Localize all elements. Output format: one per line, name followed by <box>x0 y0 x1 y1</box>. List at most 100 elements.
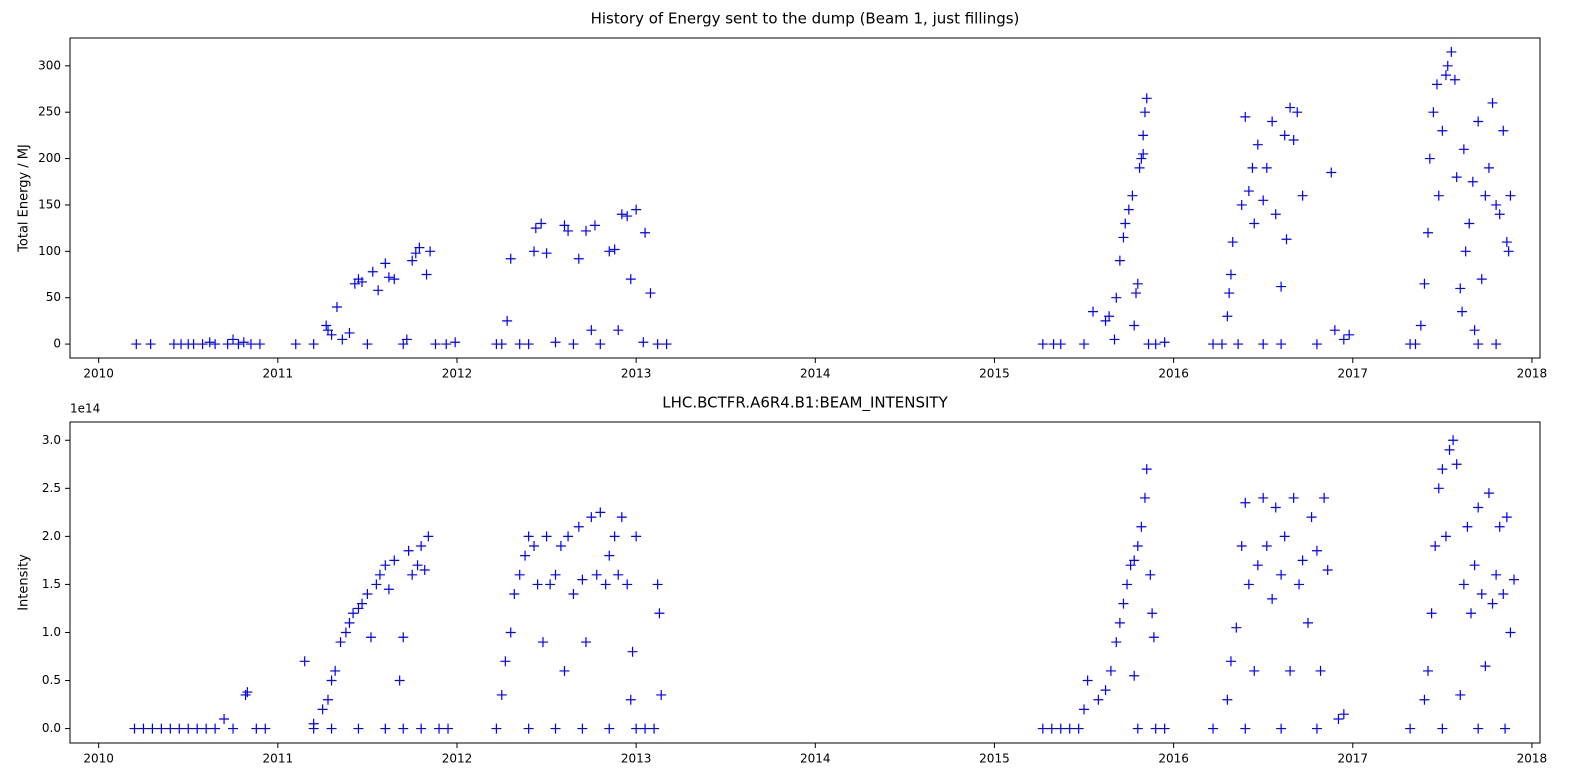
scatter-point <box>371 579 382 590</box>
scatter-point <box>421 269 432 280</box>
x-tick-label: 2018 <box>1517 367 1548 381</box>
x-tick-label: 2015 <box>979 752 1010 766</box>
scatter-point <box>1118 598 1129 609</box>
scatter-point <box>652 339 663 350</box>
scatter-point <box>380 258 391 269</box>
scatter-point <box>1500 723 1511 734</box>
scatter-point <box>441 339 452 350</box>
scatter-point <box>537 637 548 648</box>
scatter-point <box>1449 74 1460 85</box>
y-tick-label: 150 <box>38 197 61 211</box>
scatter-point <box>403 545 414 556</box>
x-tick-label: 2012 <box>442 367 473 381</box>
x-tick-label: 2017 <box>1338 367 1369 381</box>
scatter-point <box>1249 665 1260 676</box>
scatter-point <box>502 315 513 326</box>
x-tick-label: 2016 <box>1158 367 1189 381</box>
scatter-point <box>1243 579 1254 590</box>
scatter-point <box>604 723 615 734</box>
scatter-point <box>357 276 368 287</box>
scatter-point <box>573 253 584 264</box>
scatter-point <box>1208 339 1219 350</box>
scatter-point <box>1431 79 1442 90</box>
scatter-point <box>1104 311 1115 322</box>
scatter-point <box>353 723 364 734</box>
scatter-point <box>357 598 368 609</box>
scatter-point <box>1276 569 1287 580</box>
scatter-point <box>1509 574 1520 585</box>
scatter-point <box>1252 560 1263 571</box>
scatter-point <box>1419 694 1430 705</box>
scatter-point <box>344 617 355 628</box>
scatter-point <box>210 339 221 350</box>
chart-title: History of Energy sent to the dump (Beam… <box>591 10 1020 28</box>
scatter-point <box>138 723 149 734</box>
scatter-point <box>1139 107 1150 118</box>
scatter-point <box>1487 97 1498 108</box>
scatter-point <box>1405 723 1416 734</box>
scatter-point <box>1292 107 1303 118</box>
scatter-point <box>1276 339 1287 350</box>
scatter-point <box>1225 656 1236 667</box>
scatter-point <box>1494 209 1505 220</box>
scatter-point <box>443 723 454 734</box>
scatter-point <box>1315 665 1326 676</box>
x-tick-label: 2010 <box>83 367 114 381</box>
scatter-point <box>1236 540 1247 551</box>
scatter-point <box>1281 234 1292 245</box>
scatter-point <box>625 694 636 705</box>
scatter-point <box>156 723 167 734</box>
scatter-point <box>1319 492 1330 503</box>
scatter-point <box>1311 723 1322 734</box>
scatter-point <box>1134 162 1145 173</box>
x-tick-label: 2011 <box>263 367 294 381</box>
scatter-point <box>609 244 620 255</box>
scatter-point <box>233 339 244 350</box>
scatter-point <box>416 723 427 734</box>
scatter-point <box>604 550 615 561</box>
scatter-point <box>1120 218 1131 229</box>
scatter-point <box>1448 435 1459 446</box>
scatter-point <box>1109 334 1120 345</box>
scatter-point <box>1247 162 1258 173</box>
scatter-point <box>407 255 418 266</box>
scatter-point <box>219 713 230 724</box>
scatter-point <box>1150 339 1161 350</box>
scatter-point <box>251 723 262 734</box>
scatter-point <box>1073 723 1084 734</box>
y-tick-label: 0.0 <box>42 721 61 735</box>
scatter-point <box>1285 665 1296 676</box>
scatter-point <box>419 565 430 576</box>
scatter-point <box>654 608 665 619</box>
y-tick-label: 1.0 <box>42 625 61 639</box>
scatter-point <box>1473 339 1484 350</box>
scatter-point <box>1276 723 1287 734</box>
scatter-point <box>145 339 156 350</box>
scatter-point <box>563 225 574 236</box>
plot-frame <box>69 37 1541 359</box>
scatter-point <box>613 325 624 336</box>
scatter-point <box>656 689 667 700</box>
scatter-point <box>1458 144 1469 155</box>
scatter-point <box>523 531 534 542</box>
scatter-point <box>131 339 142 350</box>
scatter-point <box>631 723 642 734</box>
scatter-point <box>1131 288 1141 299</box>
scatter-point <box>1333 713 1344 724</box>
scatter-point <box>201 723 212 734</box>
scatter-point <box>1444 444 1455 455</box>
scatter-point <box>1208 723 1219 734</box>
scatter-point <box>398 632 409 643</box>
scatter-point <box>380 723 391 734</box>
scatter-point <box>1288 135 1299 146</box>
y-tick-label: 300 <box>38 58 61 72</box>
scatter-point <box>1222 694 1233 705</box>
scatter-point <box>1258 339 1269 350</box>
scatter-point <box>344 327 355 338</box>
scatter-point <box>1501 512 1512 523</box>
scatter-point <box>1093 694 1104 705</box>
scatter-point <box>1136 153 1147 164</box>
scatter-point <box>586 325 597 336</box>
scatter-point <box>317 704 328 715</box>
scatter-point <box>1491 569 1502 580</box>
